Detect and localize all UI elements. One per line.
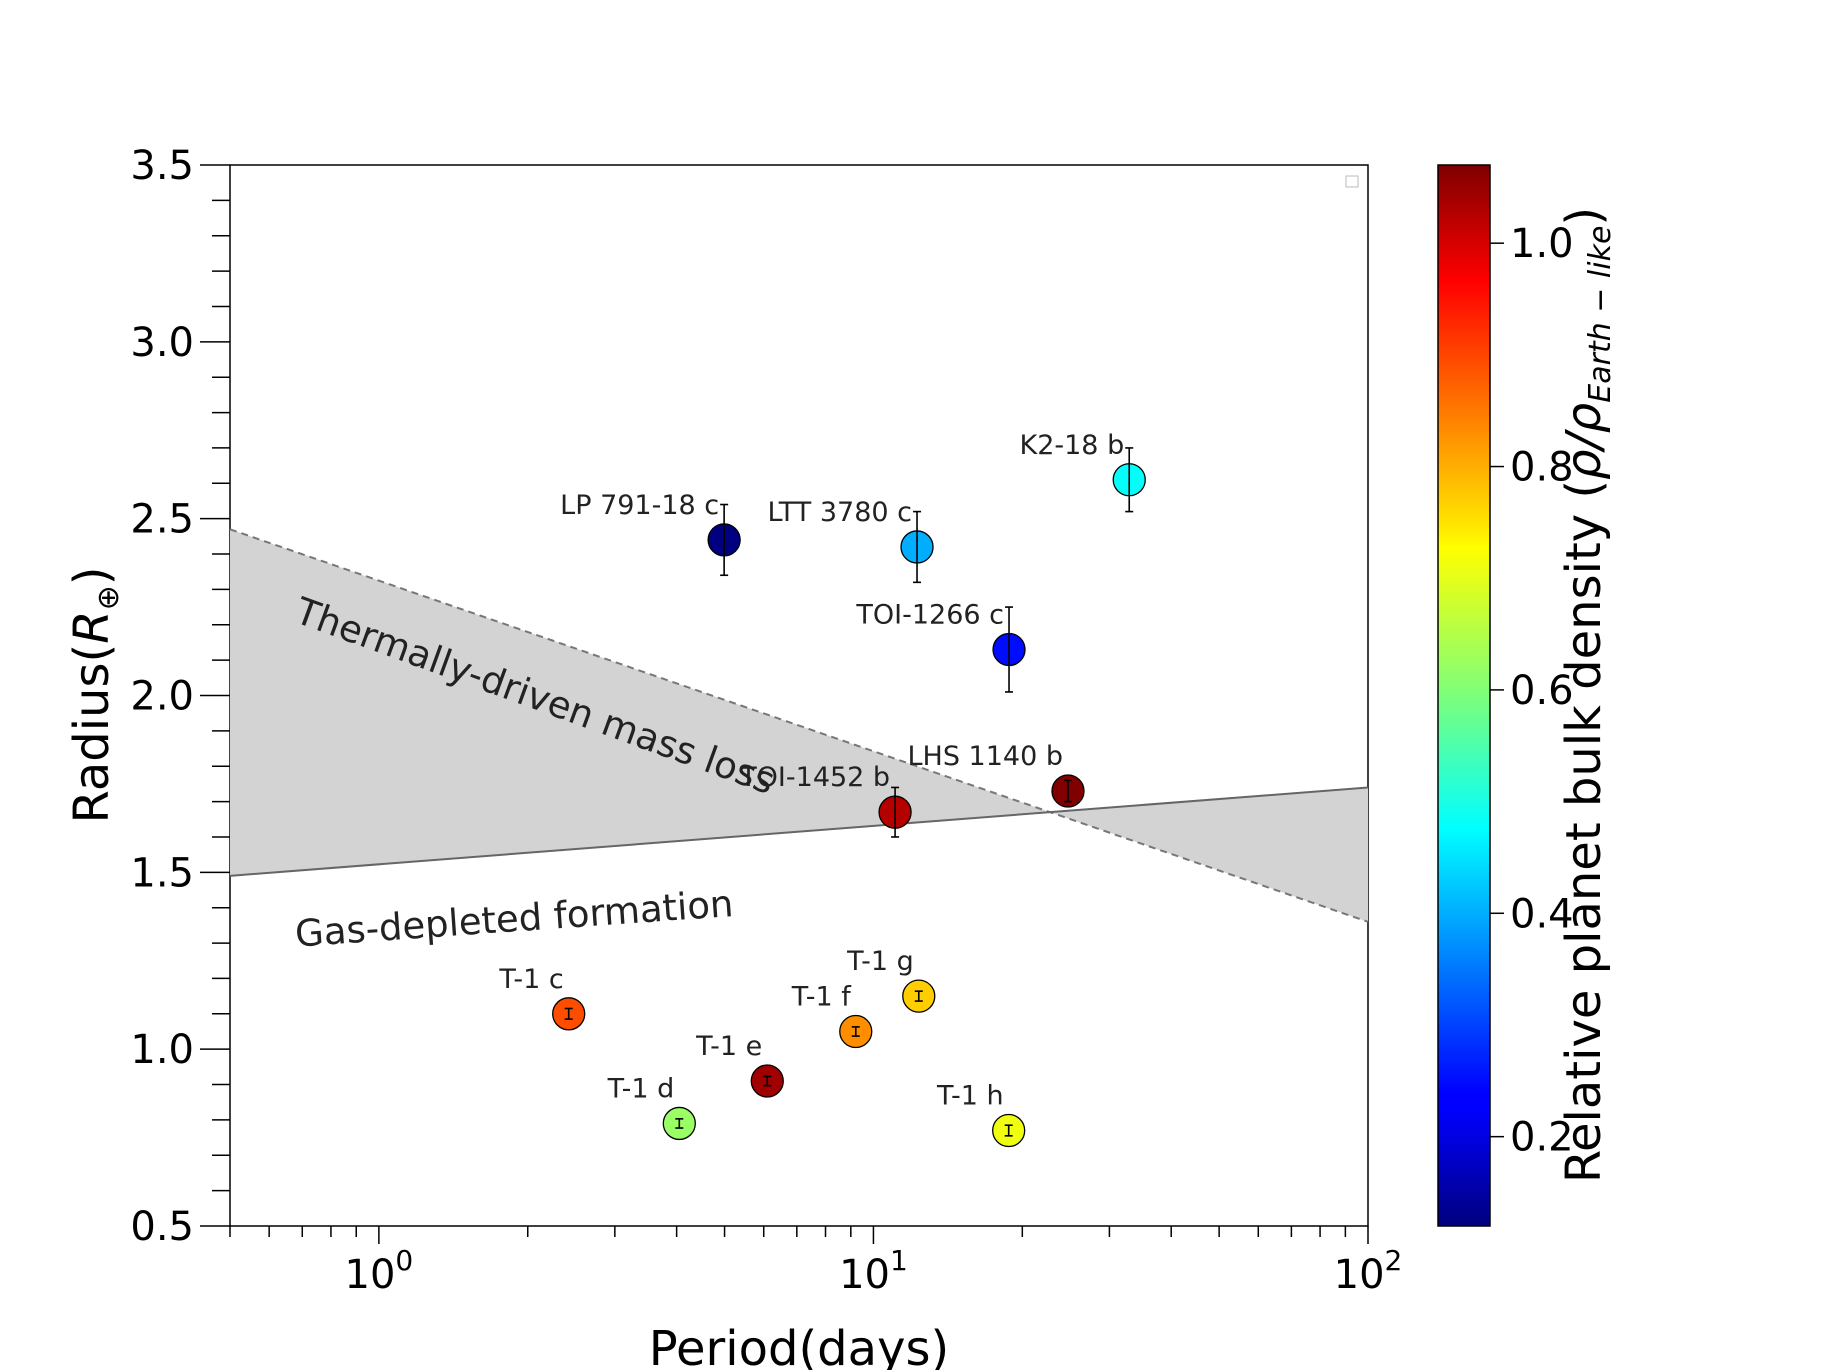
planet-label: T-1 g — [846, 946, 914, 977]
y-tick-label: 1.0 — [130, 1027, 194, 1073]
colorbar-ticks: 0.2 0.4 0.6 0.8 1.0 — [1490, 221, 1574, 1161]
x-tick-label: 101 — [839, 1244, 908, 1298]
planet-label: T-1 f — [791, 981, 853, 1012]
y-tick-label: 3.0 — [130, 320, 194, 366]
y-tick-label: 1.5 — [130, 850, 194, 896]
y-tick-label: 3.5 — [130, 143, 194, 189]
planet-point: T-1 g — [846, 946, 936, 1013]
planet-label: TOI-1266 c — [855, 600, 1004, 631]
y-axis: 0.5 1.0 1.5 2.0 2.5 3.0 3.5 — [130, 143, 230, 1250]
planet-point: TOI-1452 b — [739, 762, 912, 838]
x-tick-label: 102 — [1334, 1244, 1403, 1298]
y-axis-title: Radius(R⊕) — [64, 567, 126, 824]
colorbar-tick-label: 0.8 — [1510, 445, 1574, 491]
planet-label: K2-18 b — [1020, 430, 1125, 461]
planet-point: T-1 c — [498, 964, 586, 1031]
planet-label: T-1 e — [695, 1031, 762, 1062]
planet-point: LP 791-18 c — [560, 490, 741, 577]
gas-depleted-line — [229, 786, 1369, 877]
colorbar-tick-label: 0.2 — [1510, 1115, 1574, 1161]
planet-label: LHS 1140 b — [907, 741, 1063, 772]
y-tick-label: 2.0 — [130, 674, 194, 720]
planet-label: T-1 d — [607, 1073, 675, 1104]
colorbar-title: Relative planet bulk density (ρ/ρEarth −… — [1556, 207, 1618, 1183]
legend-box — [1345, 175, 1359, 188]
y-tick-label: 0.5 — [130, 1204, 194, 1250]
x-axis: 100 101 102 — [229, 1226, 1403, 1298]
planet-point: TOI-1266 c — [855, 600, 1026, 693]
planet-point: LHS 1140 b — [907, 741, 1085, 808]
planet-point: LTT 3780 c — [767, 497, 934, 584]
colorbar-tick-label: 0.4 — [1510, 891, 1574, 937]
planet-label: TOI-1452 b — [739, 762, 890, 793]
colorbar-tick-label: 1.0 — [1510, 221, 1574, 267]
colorbar — [1437, 164, 1491, 1227]
planet-label: LP 791-18 c — [560, 490, 719, 521]
y-tick-label: 2.5 — [130, 497, 194, 543]
planet-point: T-1 e — [695, 1031, 784, 1098]
colorbar-tick-label: 0.6 — [1510, 668, 1574, 714]
x-axis-title: Period(days) — [649, 1321, 949, 1370]
planet-label: T-1 c — [498, 964, 563, 995]
planet-point: T-1 d — [607, 1073, 696, 1141]
data-points: LP 791-18 c LTT 3780 c K2-18 b TOI-1266 c TO… — [498, 430, 1146, 1148]
planet-point: K2-18 b — [1020, 430, 1146, 513]
planet-point: T-1 f — [791, 981, 873, 1049]
x-tick-label: 100 — [345, 1244, 414, 1298]
planet-point: T-1 h — [936, 1081, 1026, 1148]
planet-label: LTT 3780 c — [767, 497, 912, 528]
planet-label: T-1 h — [936, 1081, 1004, 1112]
thermal-mass-loss-line — [229, 528, 1369, 923]
